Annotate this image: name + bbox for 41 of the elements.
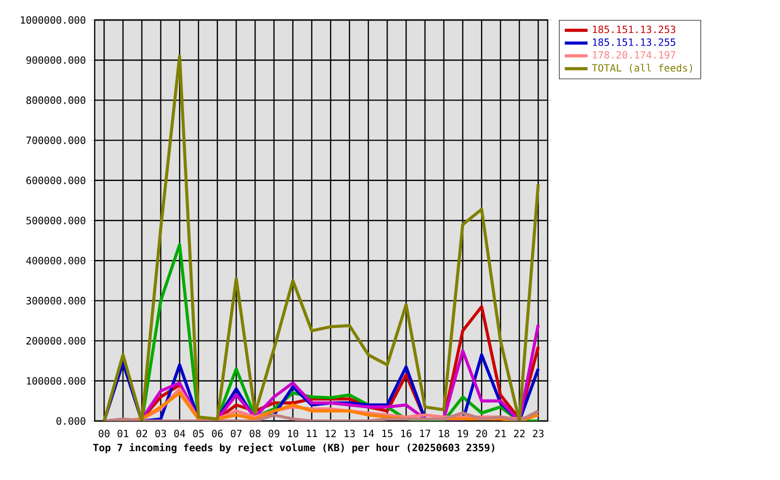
x-tick-label: 05 xyxy=(193,430,204,438)
y-tick-label: 100000.000 xyxy=(26,377,86,385)
x-tick-label: 19 xyxy=(458,430,468,438)
y-tick-label: 500000.000 xyxy=(26,216,86,224)
y-tick-label: 200000.000 xyxy=(26,337,86,345)
x-tick-label: 09 xyxy=(268,430,280,438)
legend-label: 185.151.13.253 xyxy=(592,26,676,34)
x-tick-label: 03 xyxy=(155,430,166,438)
legend-label: 178.20.174.197 xyxy=(592,51,676,59)
line-series xyxy=(102,54,540,421)
x-tick-label: 17 xyxy=(420,430,430,438)
x-tick-label: 18 xyxy=(439,430,450,438)
x-tick-label: 20 xyxy=(476,430,487,438)
x-tick-label: 23 xyxy=(532,430,544,438)
legend-label: 185.151.13.255 xyxy=(592,38,676,46)
x-tick-label: 12 xyxy=(326,430,336,438)
x-tick-label: 06 xyxy=(212,430,223,438)
x-tick-label: 02 xyxy=(136,430,148,438)
x-tick-label: 00 xyxy=(98,430,110,438)
text: Top 7 incoming feeds by reject volume (KB) per hour (20250603 2359) xyxy=(93,443,494,454)
x-tick-label: 16 xyxy=(401,430,412,438)
x-tick-label: 21 xyxy=(495,430,506,438)
y-tick-label: 0.000 xyxy=(56,417,86,425)
legend-label: TOTAL (all feeds) xyxy=(592,64,692,73)
y-tick-label: 600000.000 xyxy=(26,176,86,184)
x-tick-label: 15 xyxy=(382,430,392,438)
y-tick-label: 800000.000 xyxy=(26,96,86,104)
y-tick-label: 400000.000 xyxy=(26,256,86,264)
x-tick-label: 01 xyxy=(118,430,128,438)
x-tick-label: 10 xyxy=(288,430,298,438)
y-tick-label: 300000.000 xyxy=(26,296,86,304)
x-tick-label: 07 xyxy=(230,430,242,438)
y-tick-label: 900000.000 xyxy=(26,56,86,64)
x-tick-label: 08 xyxy=(250,430,260,438)
y-tick-label: 1000000.000 xyxy=(20,16,86,24)
y-tick-label: 700000.000 xyxy=(26,136,86,144)
x-tick-label: 13 xyxy=(344,430,355,438)
x-tick-label: 04 xyxy=(174,430,186,438)
x-tick-label: 11 xyxy=(306,430,318,438)
x-tick-label: 22 xyxy=(514,430,525,438)
x-tick-label: 14 xyxy=(364,430,374,438)
